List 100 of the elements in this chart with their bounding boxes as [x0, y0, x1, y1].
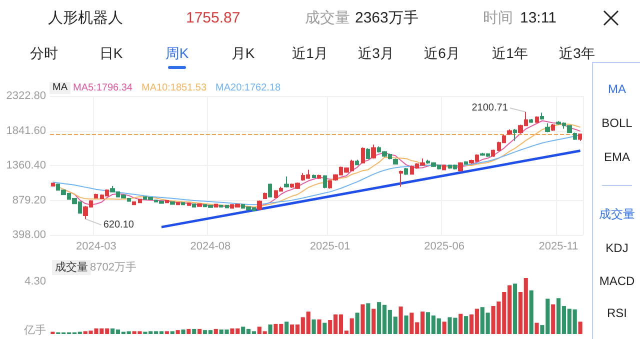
bar [458, 314, 463, 334]
bar [360, 304, 365, 334]
candlestick [165, 200, 169, 204]
x-tick-label: 2024-03 [76, 240, 116, 252]
text: 日K [99, 45, 123, 61]
annotation: 620.10 [103, 219, 134, 230]
text: 近1月 [292, 45, 328, 61]
candlestick [355, 159, 359, 166]
y-tick-label: 1360.40 [6, 160, 46, 172]
candlestick [225, 204, 229, 209]
candlestick [507, 128, 512, 136]
candlestick [94, 193, 98, 199]
bar [512, 284, 518, 334]
candlestick [535, 116, 539, 124]
bar [284, 322, 289, 334]
bar [442, 322, 446, 334]
candlestick [132, 200, 136, 206]
text: 周K [165, 45, 189, 61]
bar [464, 316, 468, 334]
text: 4.30 [24, 276, 46, 288]
text: 2363万手 [355, 10, 418, 26]
bar [312, 319, 316, 334]
text: 分时 [30, 45, 58, 61]
text: KDJ [606, 241, 628, 255]
candlestick [214, 203, 218, 208]
x-tick-label: 2025-11 [538, 240, 578, 252]
x-tick-label: 2025-01 [310, 240, 350, 252]
candlestick [312, 174, 316, 179]
text: 成交量 [305, 10, 350, 26]
candlestick [393, 158, 398, 165]
chart-subtitle: 8702万手 [90, 260, 136, 274]
candlestick [404, 168, 408, 176]
candlestick [464, 160, 468, 165]
candlestick [187, 202, 191, 206]
candlestick [317, 174, 321, 180]
candlestick [366, 148, 370, 160]
bar [214, 328, 218, 334]
bar [372, 308, 376, 334]
bar [164, 331, 169, 334]
text: 近3月 [358, 45, 394, 61]
candlestick [361, 146, 365, 164]
candlestick [284, 176, 289, 188]
candlestick [192, 203, 196, 208]
candlestick [491, 149, 495, 158]
bar [268, 324, 272, 334]
bar [398, 306, 403, 334]
bar [355, 312, 360, 334]
bar [192, 328, 196, 334]
candlestick [573, 132, 577, 140]
candlestick [458, 162, 463, 172]
candlestick [219, 204, 223, 208]
bar [551, 304, 556, 334]
bar [317, 319, 322, 334]
text: 月K [231, 45, 255, 61]
y-tick-label: 398.00 [12, 229, 46, 241]
text: 近6月 [424, 45, 460, 61]
text: 近1年 [492, 45, 528, 61]
text: MA [50, 82, 70, 94]
candlestick [442, 164, 446, 171]
text: MA [608, 82, 626, 96]
y-tick-label: 879.20 [12, 194, 46, 206]
bar [176, 330, 180, 334]
x-tick-label: 2024-08 [190, 240, 231, 252]
candlestick [328, 180, 332, 190]
candlestick [138, 198, 142, 204]
y-tick-label: 2322.80 [6, 90, 46, 102]
candlestick [257, 200, 262, 210]
candlestick [545, 122, 550, 133]
text: MA5:1796.34 [73, 82, 133, 94]
candlestick [263, 192, 267, 200]
text: 成交量 [599, 207, 635, 221]
candlestick [176, 202, 180, 206]
candlestick [268, 183, 272, 198]
chart-title: 人形机器人 [48, 10, 123, 26]
bar [404, 316, 408, 334]
x-tick-label: 2025-06 [424, 240, 464, 252]
bar [366, 303, 370, 334]
candlestick [170, 200, 175, 206]
text: MA10:1851.53 [141, 82, 207, 94]
text: 亿手 [24, 324, 46, 336]
bar [322, 322, 327, 334]
bar [534, 322, 539, 334]
y-tick-label: 1841.60 [6, 124, 46, 137]
candlestick [529, 118, 533, 124]
chart-title: 成交量 [55, 260, 88, 274]
bar [578, 322, 582, 334]
bar [198, 328, 202, 334]
candlestick [323, 174, 327, 189]
candlestick [51, 182, 55, 187]
text: RSI [606, 306, 628, 320]
text: BOLL [602, 116, 632, 130]
bar [181, 330, 186, 334]
candlestick [181, 202, 185, 206]
text: 近3年 [559, 45, 595, 61]
bar [170, 331, 174, 334]
bar [529, 290, 534, 334]
candlestick [197, 202, 202, 208]
candlestick [513, 128, 517, 142]
text: 1755.87 [186, 10, 240, 26]
annotation: 2100.71 [472, 102, 508, 114]
